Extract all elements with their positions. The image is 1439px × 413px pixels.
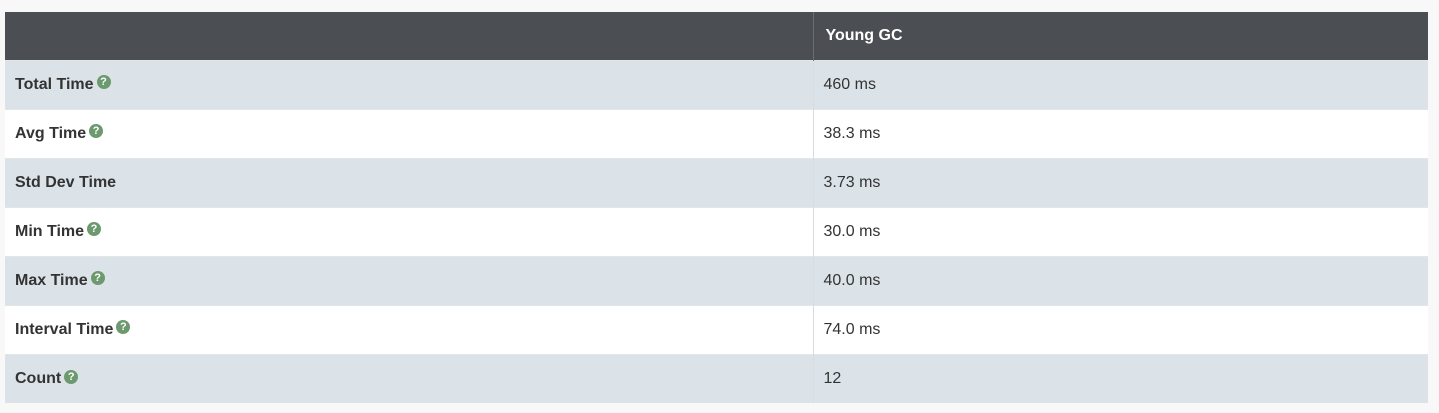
table-row: Interval Time? 74.0 ms <box>5 304 1428 354</box>
table-row: Min Time? 30.0 ms <box>5 206 1428 256</box>
table-header-row: Young GC <box>5 12 1428 60</box>
row-label-cell: Max Time? <box>5 255 814 305</box>
question-circle-icon[interactable]: ? <box>90 271 105 286</box>
row-label-cell: Min Time? <box>5 206 814 256</box>
row-value: 38.3 ms <box>813 108 1428 158</box>
row-label: Max Time <box>15 271 88 289</box>
table-row: Max Time? 40.0 ms <box>5 255 1428 305</box>
question-circle-icon[interactable]: ? <box>116 320 131 335</box>
metric-column-header <box>5 12 814 60</box>
row-value: 3.73 ms <box>813 157 1428 207</box>
table-row: Total Time? 460 ms <box>5 59 1428 109</box>
gc-stats-panel: Young GC Total Time? 460 ms Avg Time? 38… <box>5 12 1428 403</box>
question-circle-icon[interactable]: ? <box>96 75 111 90</box>
row-label: Total Time <box>15 75 94 93</box>
row-value: 74.0 ms <box>813 304 1428 354</box>
question-circle-icon[interactable]: ? <box>87 222 102 237</box>
row-value: 30.0 ms <box>813 206 1428 256</box>
row-label: Min Time <box>15 222 85 240</box>
table-row: Std Dev Time 3.73 ms <box>5 157 1428 207</box>
question-circle-icon[interactable]: ? <box>64 369 79 384</box>
row-label: Count <box>15 369 62 387</box>
row-label-cell: Count? <box>5 353 814 403</box>
row-label-cell: Avg Time? <box>5 108 814 158</box>
row-label: Avg Time <box>15 124 87 142</box>
table-row: Avg Time? 38.3 ms <box>5 108 1428 158</box>
gc-stats-table: Young GC Total Time? 460 ms Avg Time? 38… <box>5 12 1428 403</box>
young-gc-column-header: Young GC <box>813 12 1428 60</box>
row-value: 12 <box>813 353 1428 403</box>
row-label: Interval Time <box>15 320 114 338</box>
row-label: Std Dev Time <box>15 173 117 191</box>
row-label-cell: Interval Time? <box>5 304 814 354</box>
row-label-cell: Total Time? <box>5 59 814 109</box>
row-value: 460 ms <box>813 59 1428 109</box>
question-circle-icon[interactable]: ? <box>89 124 104 139</box>
row-value: 40.0 ms <box>813 255 1428 305</box>
row-label-cell: Std Dev Time <box>5 157 814 207</box>
table-row: Count? 12 <box>5 353 1428 403</box>
